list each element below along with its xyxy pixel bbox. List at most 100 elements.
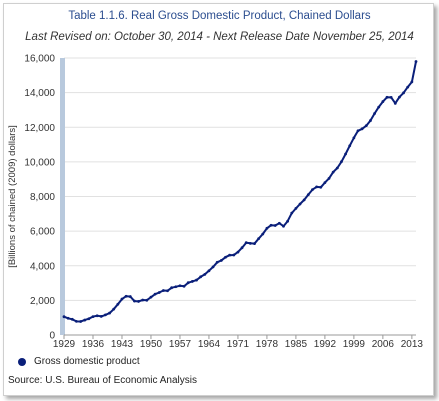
legend-marker bbox=[18, 357, 26, 366]
x-tick-label: 2006 bbox=[372, 339, 395, 350]
data-point bbox=[219, 259, 223, 262]
x-tick-label: 1999 bbox=[343, 339, 366, 350]
data-point bbox=[327, 176, 331, 180]
x-tick-label: 1943 bbox=[111, 339, 134, 350]
data-point bbox=[311, 188, 314, 192]
data-point bbox=[190, 280, 194, 283]
y-tick-label: 2,000 bbox=[30, 296, 55, 307]
x-tick-label: 2013 bbox=[401, 339, 424, 350]
data-point bbox=[356, 129, 360, 133]
y-tick-label: 0 bbox=[49, 331, 55, 342]
data-point bbox=[294, 206, 298, 210]
data-point bbox=[186, 281, 190, 285]
data-point bbox=[91, 315, 95, 319]
data-point bbox=[133, 299, 136, 303]
data-point bbox=[112, 307, 116, 311]
y-tick-label: 14,000 bbox=[24, 88, 55, 99]
data-point bbox=[315, 185, 319, 189]
data-point bbox=[352, 136, 356, 140]
data-point bbox=[153, 292, 157, 296]
data-point bbox=[79, 320, 82, 323]
data-point bbox=[215, 260, 219, 264]
legend-label: Gross domestic product bbox=[34, 356, 140, 367]
data-point bbox=[253, 242, 256, 245]
data-point bbox=[414, 60, 418, 63]
data-point bbox=[410, 80, 414, 84]
data-point bbox=[195, 278, 198, 282]
data-point bbox=[224, 255, 227, 259]
data-point bbox=[244, 241, 248, 245]
data-point bbox=[344, 152, 347, 156]
data-point bbox=[257, 237, 261, 241]
data-point bbox=[286, 219, 290, 223]
data-point bbox=[116, 302, 120, 306]
y-tick-label: 16,000 bbox=[24, 54, 55, 65]
data-point bbox=[373, 112, 376, 115]
data-point bbox=[75, 319, 78, 323]
data-point bbox=[398, 95, 401, 99]
data-point bbox=[166, 289, 169, 293]
data-point bbox=[369, 119, 372, 122]
data-point bbox=[261, 232, 265, 236]
data-point bbox=[319, 185, 323, 189]
data-point bbox=[228, 253, 232, 257]
data-point bbox=[277, 221, 281, 225]
legend: Gross domestic product bbox=[18, 356, 140, 367]
y-axis-band bbox=[60, 58, 65, 335]
y-tick-label: 8,000 bbox=[30, 192, 55, 203]
data-point bbox=[104, 313, 107, 317]
data-point bbox=[385, 95, 389, 99]
y-tick-label: 12,000 bbox=[24, 123, 55, 134]
data-point bbox=[157, 291, 161, 294]
data-point bbox=[99, 314, 103, 318]
x-tick-label: 1929 bbox=[53, 339, 76, 350]
data-point bbox=[66, 316, 70, 320]
data-point bbox=[207, 269, 211, 273]
data-point bbox=[393, 101, 397, 105]
data-point bbox=[170, 286, 174, 290]
data-point bbox=[389, 95, 393, 99]
data-point bbox=[298, 202, 302, 206]
x-tick-label: 1992 bbox=[314, 339, 337, 350]
data-point bbox=[128, 295, 132, 298]
data-point bbox=[269, 223, 273, 227]
data-point bbox=[141, 298, 145, 302]
data-point bbox=[70, 317, 74, 321]
x-tick-label: 1971 bbox=[227, 339, 250, 350]
data-point bbox=[232, 253, 236, 257]
data-point bbox=[161, 289, 165, 292]
y-axis-title: [Billions of chained (2009) dollars] bbox=[7, 125, 18, 268]
data-point bbox=[306, 193, 310, 197]
data-point bbox=[240, 246, 244, 250]
data-point bbox=[348, 144, 352, 148]
data-point bbox=[406, 85, 410, 89]
x-tick-label: 1957 bbox=[169, 339, 192, 350]
chart-title: Table 1.1.6. Real Gross Domestic Product… bbox=[68, 10, 371, 22]
data-point bbox=[381, 100, 385, 103]
data-point bbox=[265, 226, 269, 230]
x-tick-label: 1936 bbox=[82, 339, 105, 350]
data-point bbox=[360, 127, 364, 131]
data-point bbox=[182, 284, 186, 288]
data-point bbox=[95, 314, 99, 318]
data-point bbox=[149, 295, 153, 299]
data-point bbox=[62, 315, 66, 319]
x-tick-label: 1985 bbox=[285, 339, 308, 350]
x-tick-label: 1964 bbox=[198, 339, 221, 350]
data-point bbox=[377, 105, 381, 109]
y-tick-label: 4,000 bbox=[30, 261, 55, 272]
data-point bbox=[87, 317, 91, 321]
x-tick-label: 1978 bbox=[256, 339, 279, 350]
y-tick-label: 6,000 bbox=[30, 227, 55, 238]
data-point bbox=[199, 275, 203, 279]
data-point bbox=[83, 318, 87, 322]
data-point bbox=[364, 124, 368, 128]
x-tick-label: 1950 bbox=[140, 339, 163, 350]
data-point bbox=[302, 198, 306, 202]
data-point bbox=[120, 297, 124, 301]
data-point bbox=[145, 298, 149, 302]
data-point bbox=[108, 311, 111, 315]
chart-subtitle: Last Revised on: October 30, 2014 - Next… bbox=[25, 31, 414, 43]
data-point bbox=[178, 284, 182, 288]
